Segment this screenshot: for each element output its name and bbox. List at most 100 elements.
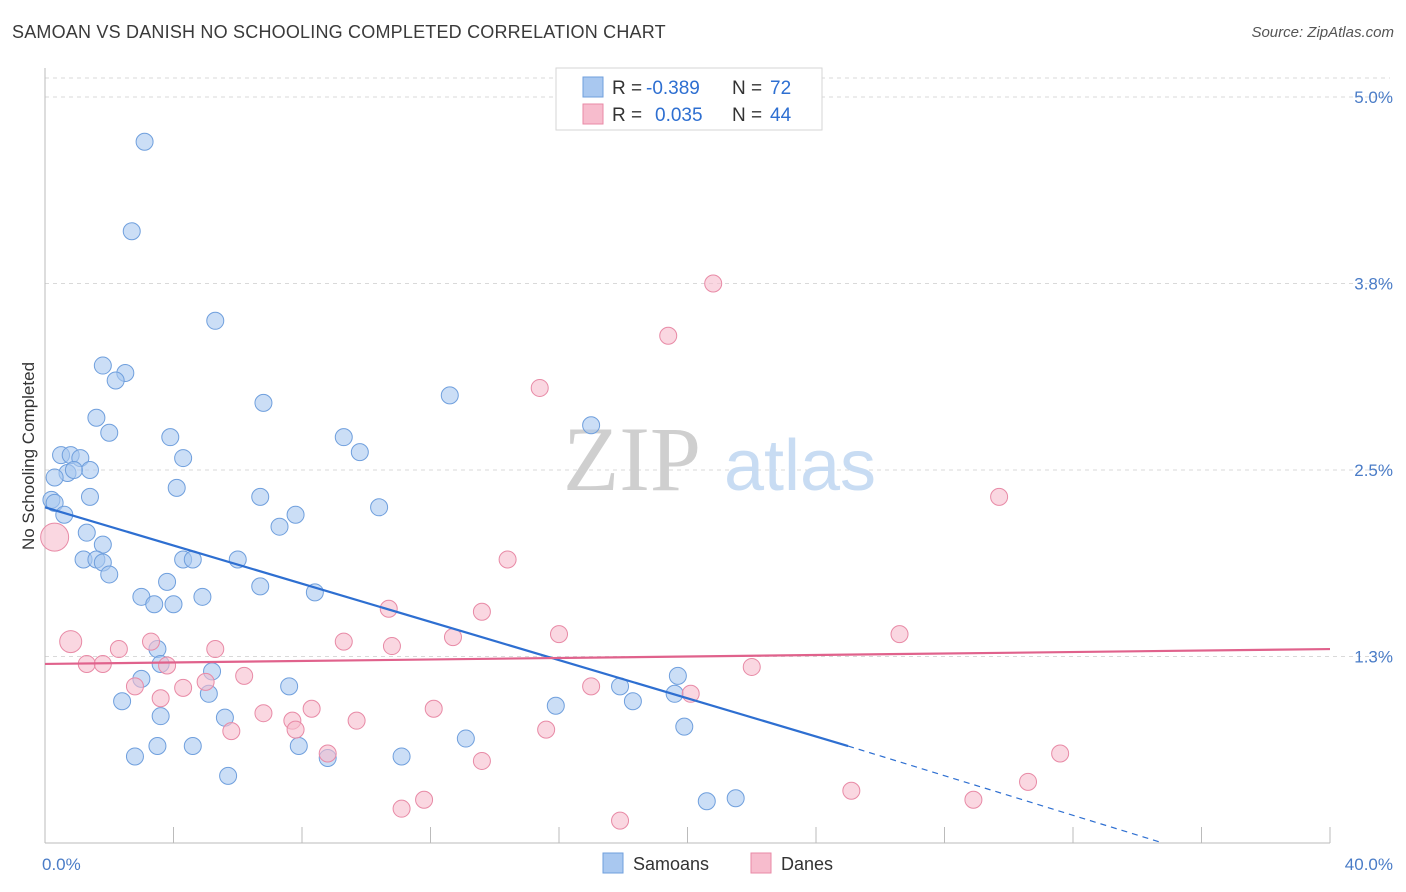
- x-tick-labels: 0.0% 40.0%: [42, 855, 1393, 874]
- source-credit: Source: ZipAtlas.com: [1251, 24, 1394, 41]
- samoan-point-8: [87, 408, 106, 427]
- samoan-point-17: [64, 461, 83, 479]
- dane-point-25: [582, 677, 601, 696]
- samoan-point-7: [440, 386, 459, 405]
- correlation-legend: R = -0.389 N = 72 R = 0.035 N = 44: [555, 67, 823, 131]
- bottom-legend-swatch-samoan: [602, 852, 624, 874]
- samoan-point-10: [161, 428, 180, 447]
- dane-point-30: [254, 704, 273, 723]
- dane-point-21: [235, 666, 254, 685]
- samoan-point-57: [623, 692, 642, 711]
- dane-point-33: [222, 722, 241, 741]
- dane-point-8: [472, 602, 491, 621]
- samoan-point-69: [697, 792, 716, 811]
- samoan-point-39: [100, 565, 119, 584]
- dane-point-34: [286, 720, 305, 739]
- samoan-point-55: [151, 707, 170, 726]
- dane-point-36: [318, 744, 337, 763]
- samoan-point-22: [167, 478, 186, 497]
- dane-point-6: [498, 550, 517, 569]
- y-tick-label-0: 1.3%: [1354, 648, 1393, 667]
- legend-n-value-1: 72: [770, 78, 791, 99]
- dane-point-10: [890, 625, 909, 644]
- dane-point-28: [302, 699, 321, 718]
- bottom-legend-samoans: Samoans: [633, 854, 709, 874]
- dane-point-22: [125, 677, 144, 696]
- samoan-point-5: [106, 371, 125, 390]
- samoan-point-20: [350, 443, 369, 462]
- samoan-points: [42, 132, 745, 811]
- dane-trend-line: [44, 647, 1331, 666]
- samoan-point-30: [270, 517, 289, 536]
- dane-point-41: [964, 790, 983, 809]
- samoan-point-32: [93, 535, 112, 554]
- legend-n-value-2: 44: [770, 105, 792, 126]
- dane-point-20: [742, 657, 761, 676]
- dane-point-16: [206, 640, 225, 659]
- samoan-point-45: [164, 595, 183, 614]
- samoan-point-58: [546, 696, 565, 715]
- gridlines: [45, 77, 1390, 657]
- legend-r-label-1: R =: [612, 78, 642, 99]
- y-tick-labels: 1.3% 2.5% 3.8% 5.0%: [1354, 88, 1393, 667]
- series-legend: Samoans Danes: [602, 852, 833, 874]
- samoan-point-2: [206, 311, 225, 330]
- bottom-legend-swatch-dane: [750, 852, 772, 874]
- y-tick-label-1: 2.5%: [1354, 461, 1393, 480]
- dane-point-40: [842, 781, 861, 800]
- x-tick-label-0: 0.0%: [42, 855, 81, 874]
- x-tick-label-1: 40.0%: [1345, 855, 1393, 874]
- legend-n-label-2: N =: [732, 105, 762, 126]
- samoan-point-18: [45, 468, 64, 487]
- dane-point-2: [704, 274, 723, 293]
- samoan-point-51: [280, 677, 299, 696]
- dane-point-39: [1019, 772, 1038, 791]
- samoan-point-68: [726, 789, 745, 808]
- dane-point-42: [415, 790, 434, 809]
- dane-point-4: [530, 378, 549, 397]
- axes: [44, 68, 1331, 844]
- samoan-point-54: [668, 666, 687, 685]
- samoan-point-26: [45, 493, 64, 512]
- samoan-point-9: [100, 423, 119, 442]
- dane-point-19: [158, 656, 177, 675]
- samoan-trend-extension: [847, 745, 1164, 844]
- samoan-point-0: [135, 132, 154, 151]
- samoan-point-24: [80, 487, 99, 506]
- bottom-legend-danes: Danes: [781, 854, 833, 874]
- samoan-point-61: [148, 737, 167, 756]
- dane-point-23: [174, 678, 193, 697]
- dane-point-29: [424, 699, 443, 718]
- samoan-point-29: [286, 505, 305, 524]
- dane-point-35: [537, 720, 556, 739]
- y-tick-label-3: 5.0%: [1354, 88, 1393, 107]
- samoan-point-21: [174, 449, 193, 468]
- legend-r-value-1: -0.389: [646, 78, 700, 99]
- samoan-point-64: [289, 737, 308, 756]
- dane-point-43: [392, 799, 411, 818]
- dane-point-5: [990, 487, 1009, 506]
- dane-point-37: [472, 751, 491, 770]
- samoan-point-62: [183, 737, 202, 756]
- dane-point-3: [659, 326, 678, 345]
- legend-r-value-2: 0.035: [655, 105, 703, 126]
- samoan-point-3: [93, 356, 112, 375]
- dane-point-9: [550, 625, 568, 644]
- dane-point-13: [382, 637, 401, 656]
- dane-points: [40, 274, 1070, 830]
- samoan-point-63: [125, 747, 144, 766]
- legend-swatch-samoan: [582, 76, 604, 98]
- dane-point-27: [151, 689, 170, 708]
- samoan-point-41: [251, 577, 270, 596]
- dane-point-1: [59, 630, 83, 654]
- dane-point-14: [142, 632, 161, 651]
- dane-point-32: [347, 711, 366, 730]
- dane-point-0: [40, 522, 70, 552]
- samoan-trend-line: [44, 506, 849, 748]
- samoan-point-31: [77, 523, 96, 542]
- dane-point-24: [196, 672, 215, 691]
- samoan-point-53: [113, 692, 132, 711]
- y-axis-label: No Schooling Completed: [19, 362, 38, 550]
- dane-point-12: [334, 632, 353, 651]
- samoan-point-11: [334, 428, 353, 447]
